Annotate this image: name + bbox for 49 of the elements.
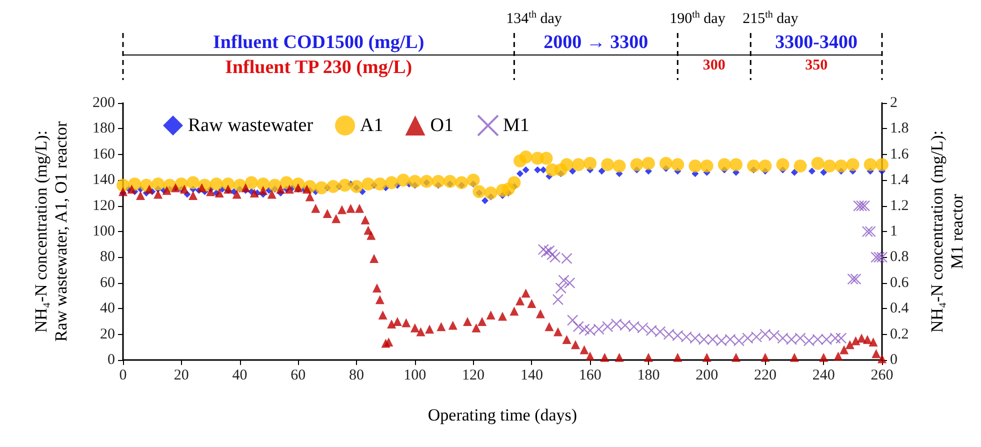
y-tick-label: 40: [100, 300, 115, 317]
x-tick-label: 200: [696, 368, 718, 384]
x-tick-label: 120: [462, 368, 485, 384]
y-tick-label: 180: [92, 120, 115, 137]
y2-tick-label: 1.4: [890, 172, 910, 188]
text: 2000 → 3300: [544, 32, 648, 53]
y2-tick-label: 1.8: [890, 120, 909, 137]
y-tick-label: 200: [92, 95, 115, 111]
y2-tick-label: 0.8: [890, 249, 909, 266]
text: Influent TP 230 (mg/L): [225, 57, 412, 78]
text: 300: [702, 58, 726, 74]
text: Influent COD1500 (mg/L): [213, 32, 424, 53]
y2-tick-label: 0.6: [890, 274, 910, 291]
y2-tick-label: 1.6: [890, 146, 910, 162]
x-tick-label: 40: [232, 368, 248, 384]
y-tick-label: 120: [92, 198, 115, 214]
y2-tick-label: 2: [890, 95, 898, 111]
legend-label: A1: [360, 115, 384, 136]
legend-label: Raw wastewater: [188, 115, 314, 136]
x-tick-label: 0: [119, 368, 127, 384]
x-tick-label: 60: [290, 368, 306, 384]
x-tick-label: 240: [812, 368, 835, 384]
x-tick-label: 180: [637, 368, 660, 384]
x-tick-label: 160: [578, 368, 602, 384]
y-tick-label: 140: [92, 172, 115, 188]
y2-axis-title: NH₄-N concentration (mg/L): M1 reactor: [928, 130, 966, 333]
y2-tick-label: 0.2: [890, 326, 909, 342]
y-tick-label: 160: [92, 146, 115, 162]
y-tick-label: 100: [92, 224, 115, 240]
x-tick-label: 100: [404, 368, 426, 384]
y-tick-label: 60: [100, 274, 115, 291]
y-tick-label: 0: [108, 352, 115, 368]
x-tick-label: 220: [754, 368, 776, 384]
text: 3300-3400: [775, 32, 858, 53]
text: 350: [805, 58, 828, 74]
y2-tick-label: 0: [890, 352, 898, 368]
y-tick-label: 20: [100, 326, 115, 342]
x-tick-label: 260: [870, 368, 894, 384]
y2-tick-label: 1.2: [890, 198, 909, 214]
y-tick-label: 80: [100, 249, 115, 266]
legend-label: M1: [502, 115, 530, 136]
y2-tick-label: 0.4: [890, 300, 910, 317]
x-tick-label: 20: [174, 368, 189, 384]
y-axis-title: NH₄-N concentration (mg/L): Raw wastewater, A1, O1 reactor: [32, 121, 70, 342]
legend-label: O1: [430, 115, 454, 136]
y2-tick-label: 1: [890, 224, 898, 240]
x-tick-label: 140: [520, 368, 543, 384]
x-tick-label: 80: [349, 368, 364, 384]
x-axis-title: Operating time (days): [428, 406, 578, 424]
